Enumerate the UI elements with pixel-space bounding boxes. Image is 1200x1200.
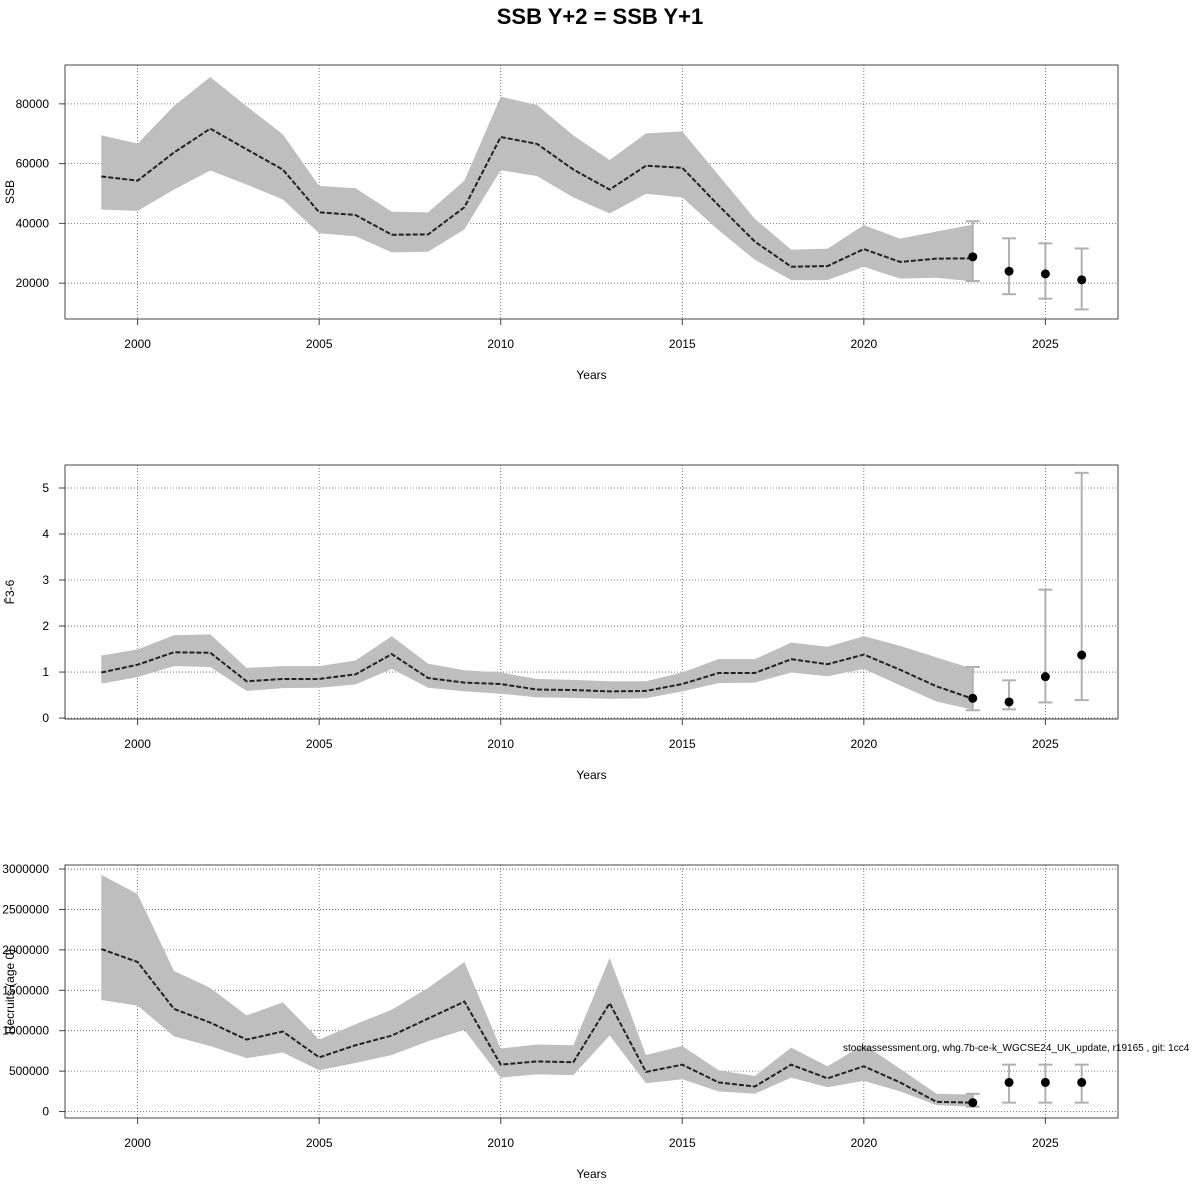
x-tick-label: 2000 xyxy=(124,737,151,751)
y-tick-label: 1 xyxy=(42,665,49,679)
x-tick-label: 2025 xyxy=(1032,1136,1059,1150)
y-tick-label: 0 xyxy=(42,1105,49,1119)
x-tick-label: 2025 xyxy=(1032,737,1059,751)
x-tick-label: 2020 xyxy=(850,337,877,351)
x-tick-label: 2005 xyxy=(306,337,333,351)
x-tick-label: 2000 xyxy=(124,1136,151,1150)
panel-fbar: 2000 2005 2010 2015 2020 2025 0 1 2 3 4 5 Years F̄3-6 xyxy=(3,464,1119,782)
y-tick-label: 5 xyxy=(42,481,49,495)
forecast-point xyxy=(968,693,978,703)
y-axis-label: Recruits (age 0) xyxy=(3,949,17,1034)
confidence-band xyxy=(101,634,973,710)
chart-title: SSB Y+2 = SSB Y+1 xyxy=(497,4,704,29)
x-tick-label: 2020 xyxy=(850,737,877,751)
estimate-line xyxy=(101,651,974,700)
x-tick-label: 2010 xyxy=(487,1136,514,1150)
x-axis-label: Years xyxy=(576,1167,606,1181)
estimate-line xyxy=(100,948,973,1104)
x-tick-label: 2020 xyxy=(850,1136,877,1150)
y-tick-label: 2000000 xyxy=(2,943,49,957)
x-tick-label: 2015 xyxy=(669,337,696,351)
y-tick-label: 1000000 xyxy=(2,1024,49,1038)
x-tick-label: 2015 xyxy=(669,1136,696,1150)
forecast-point xyxy=(968,252,978,262)
forecast-point xyxy=(968,1098,978,1108)
forecast-point xyxy=(1040,672,1050,682)
x-tick-label: 2025 xyxy=(1032,337,1059,351)
y-tick-label: 500000 xyxy=(9,1064,49,1078)
y-tick-label: 0 xyxy=(42,711,49,725)
y-tick-label: 3000000 xyxy=(2,862,49,876)
y-tick-label: 1500000 xyxy=(2,983,49,997)
panel-ssb: 2000 2005 2010 2015 2020 2025 20000 40000 60000 8… xyxy=(3,64,1119,382)
y-tick-label: 60000 xyxy=(16,157,50,171)
y-tick-label: 3 xyxy=(42,573,49,587)
forecast-point xyxy=(1077,275,1087,285)
forecast-point xyxy=(1040,1077,1050,1087)
y-tick-label: 2500000 xyxy=(2,902,49,916)
y-tick-label: 80000 xyxy=(16,97,50,111)
forecast-point xyxy=(1004,266,1014,276)
x-tick-label: 2010 xyxy=(487,737,514,751)
forecast-point xyxy=(1004,697,1014,707)
x-tick-label: 2000 xyxy=(124,337,151,351)
forecast-point xyxy=(1040,269,1050,279)
forecast-point xyxy=(1004,1077,1014,1087)
y-tick-label: 40000 xyxy=(16,216,50,230)
forecast-point xyxy=(1077,1077,1087,1087)
plot-frame xyxy=(64,64,1119,320)
y-tick-label: 20000 xyxy=(16,276,50,290)
x-tick-label: 2015 xyxy=(669,737,696,751)
y-axis-label: SSB xyxy=(3,180,17,204)
panel-recruits: 2000 2005 2010 2015 2020 2025 0 500000 1000000 15… xyxy=(2,862,1119,1181)
x-tick-label: 2005 xyxy=(306,737,333,751)
estimate-line xyxy=(101,127,973,268)
x-axis-label: Years xyxy=(576,768,606,782)
y-tick-label: 2 xyxy=(42,619,49,633)
footnote: stockassessment.org, whg.7b-ce-k_WGCSE24… xyxy=(843,1043,1190,1054)
plot-frame xyxy=(64,464,1119,720)
forecast-point xyxy=(1077,650,1087,660)
x-axis-label: Years xyxy=(576,368,606,382)
plot-frame xyxy=(64,864,1119,1119)
x-tick-label: 2010 xyxy=(487,337,514,351)
confidence-band xyxy=(101,874,973,1107)
x-tick-label: 2005 xyxy=(306,1136,333,1150)
y-tick-label: 4 xyxy=(42,527,49,541)
confidence-band xyxy=(101,76,973,282)
y-axis-label: F̄3-6 xyxy=(3,579,17,604)
